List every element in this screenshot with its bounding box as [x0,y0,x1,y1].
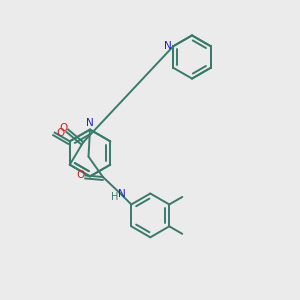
Text: H: H [111,191,118,202]
Text: N: N [164,41,172,51]
Text: O: O [59,123,68,133]
Text: N: N [118,189,126,199]
Text: O: O [56,128,64,138]
Text: O: O [76,169,85,180]
Text: N: N [86,118,94,128]
